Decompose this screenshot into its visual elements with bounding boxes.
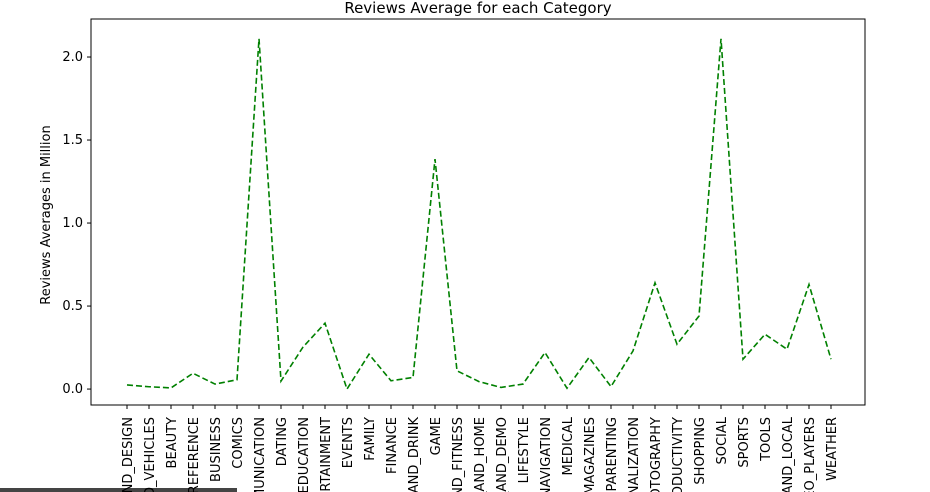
y-tick-label: 1.0: [62, 216, 83, 231]
x-tick-label: COMMUNICATION: [253, 417, 268, 492]
x-tick-label: PERSONALIZATION: [627, 417, 642, 492]
x-tick-label: PRODUCTIVITY: [671, 417, 686, 492]
x-tick-label: SPORTS: [737, 417, 752, 468]
x-tick-label: FOOD_AND_DRINK: [407, 417, 422, 492]
y-axis-label: Reviews Averages in Million: [39, 125, 54, 304]
x-tick-label: HOUSE_AND_HOME: [473, 417, 488, 492]
x-tick-label: BOOKS_AND_REFERENCE: [187, 417, 202, 492]
x-tick-label: PARENTING: [605, 417, 620, 491]
y-tick-label: 1.5: [62, 133, 83, 148]
x-tick-label: FINANCE: [385, 417, 400, 474]
x-tick-label: EDUCATION: [297, 417, 312, 492]
x-tick-label: DATING: [275, 417, 290, 466]
x-tick-label: EVENTS: [341, 417, 356, 468]
x-tick-label: HEALTH_AND_FITNESS: [451, 417, 466, 492]
x-tick-label: LIBRARIES_AND_DEMO: [495, 417, 510, 492]
x-tick-label: PHOTOGRAPHY: [649, 417, 664, 492]
x-tick-label: FAMILY: [363, 417, 378, 461]
x-tick-label: BEAUTY: [165, 417, 180, 468]
chart-title: Reviews Average for each Category: [344, 0, 611, 17]
x-tick-label: MAPS_AND_NAVIGATION: [539, 417, 554, 492]
y-tick-label: 0.0: [62, 382, 83, 397]
x-tick-label: TRAVEL_AND_LOCAL: [781, 416, 796, 492]
data-line: [126, 38, 832, 391]
x-tick-label: AUTO_AND_VEHICLES: [143, 417, 158, 492]
y-tick-label: 2.0: [62, 50, 83, 65]
x-tick-label: SOCIAL: [715, 416, 730, 464]
x-tick-label: LIFESTYLE: [517, 417, 532, 483]
x-tick-label: VIDEO_PLAYERS: [803, 417, 818, 492]
x-tick-label: ART_AND_DESIGN: [121, 417, 136, 492]
x-tick-label: MEDICAL: [561, 416, 576, 475]
x-tick-label: BUSINESS: [209, 417, 224, 482]
x-tick-label: NEWS_AND_MAGAZINES: [583, 417, 598, 492]
x-tick-label: TOOLS: [759, 417, 774, 462]
scrollbar: [0, 488, 237, 492]
x-tick-label: GAME: [429, 417, 444, 455]
x-tick-label: WEATHER: [825, 417, 840, 481]
x-tick-label: SHOPPING: [693, 417, 708, 485]
x-tick-label: ENTERTAINMENT: [319, 417, 334, 492]
plot-frame: [90, 18, 866, 406]
y-tick-label: 0.5: [62, 299, 83, 314]
x-tick-label: COMICS: [231, 417, 246, 469]
